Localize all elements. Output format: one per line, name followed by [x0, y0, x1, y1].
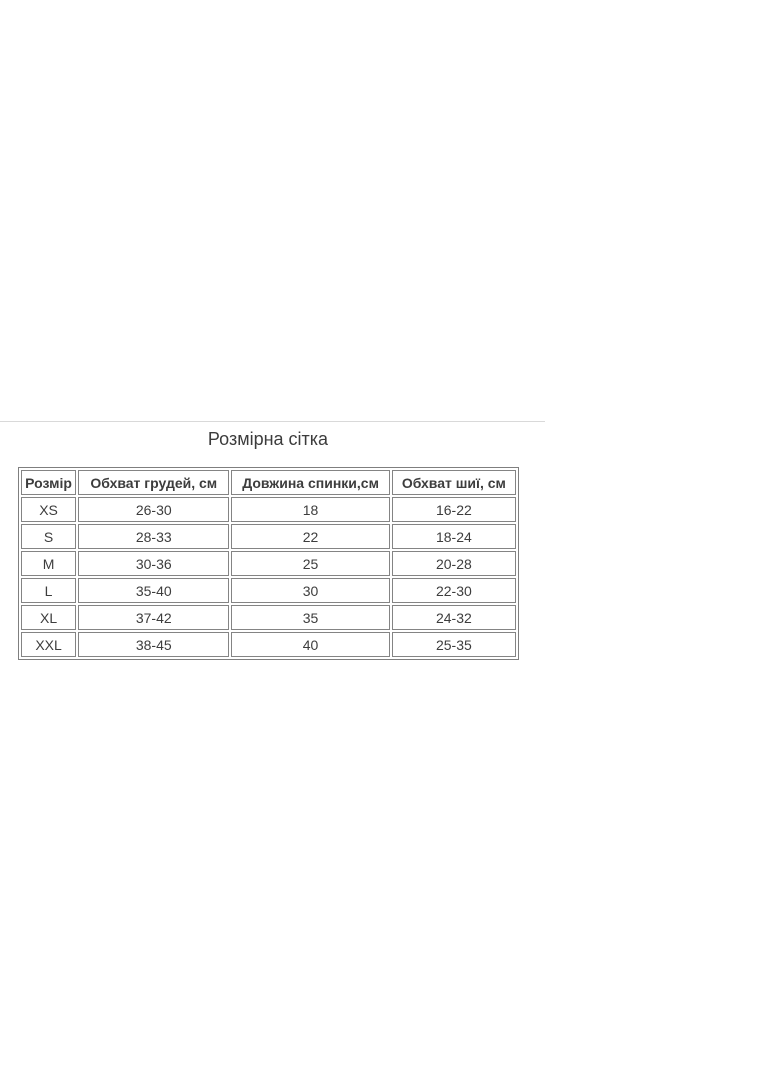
- neck-cell: 16-22: [391, 497, 516, 522]
- size-cell: S: [21, 524, 77, 549]
- table-row: XXL 38-45 40 25-35: [21, 632, 516, 657]
- horizontal-divider: [0, 421, 545, 422]
- back-cell: 30: [231, 578, 390, 603]
- table-row: XS 26-30 18 16-22: [21, 497, 516, 522]
- back-cell: 18: [231, 497, 390, 522]
- header-size: Розмір: [21, 470, 77, 495]
- chest-cell: 30-36: [78, 551, 230, 576]
- header-neck: Обхват шиї, см: [391, 470, 516, 495]
- neck-cell: 25-35: [391, 632, 516, 657]
- chest-cell: 38-45: [78, 632, 230, 657]
- back-cell: 25: [231, 551, 390, 576]
- size-cell: M: [21, 551, 77, 576]
- neck-cell: 24-32: [391, 605, 516, 630]
- size-cell: XS: [21, 497, 77, 522]
- neck-cell: 18-24: [391, 524, 516, 549]
- chest-cell: 28-33: [78, 524, 230, 549]
- header-chest: Обхват грудей, см: [78, 470, 230, 495]
- back-cell: 40: [231, 632, 390, 657]
- size-chart-table: Розмір Обхват грудей, см Довжина спинки,…: [18, 467, 519, 660]
- table-row: M 30-36 25 20-28: [21, 551, 516, 576]
- table-header-row: Розмір Обхват грудей, см Довжина спинки,…: [21, 470, 516, 495]
- back-cell: 22: [231, 524, 390, 549]
- table-row: S 28-33 22 18-24: [21, 524, 516, 549]
- table-row: L 35-40 30 22-30: [21, 578, 516, 603]
- size-chart-title: Розмірна сітка: [207, 429, 329, 449]
- header-back: Довжина спинки,см: [231, 470, 390, 495]
- chest-cell: 37-42: [78, 605, 230, 630]
- chest-cell: 26-30: [78, 497, 230, 522]
- chest-cell: 35-40: [78, 578, 230, 603]
- size-cell: XXL: [21, 632, 77, 657]
- neck-cell: 22-30: [391, 578, 516, 603]
- size-cell: L: [21, 578, 77, 603]
- size-cell: XL: [21, 605, 77, 630]
- back-cell: 35: [231, 605, 390, 630]
- table-row: XL 37-42 35 24-32: [21, 605, 516, 630]
- neck-cell: 20-28: [391, 551, 516, 576]
